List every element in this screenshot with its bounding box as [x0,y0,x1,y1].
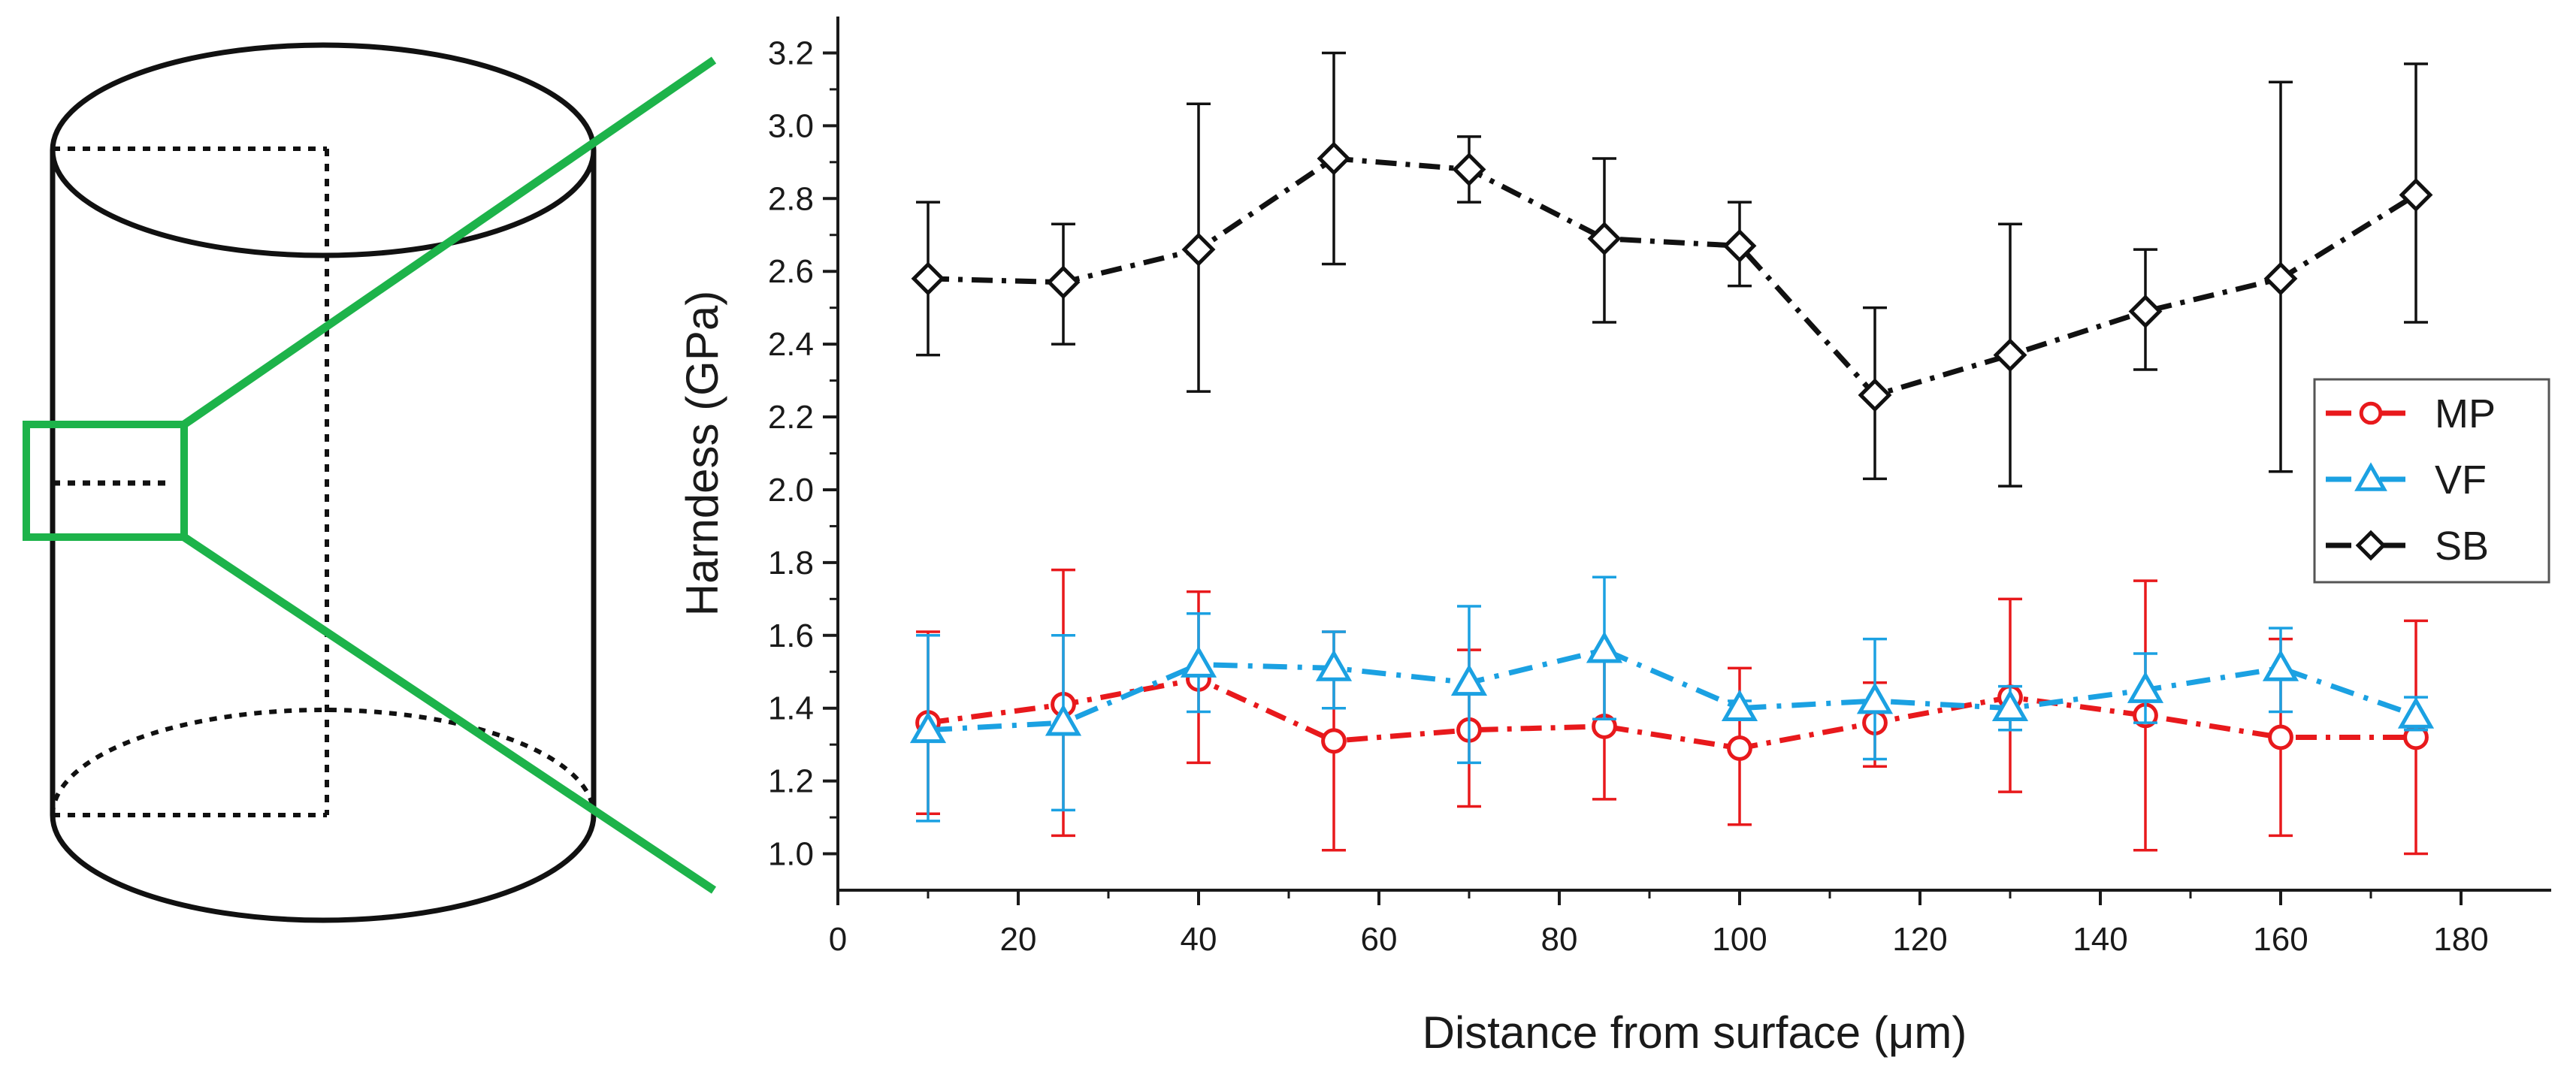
data-point [2268,724,2293,750]
data-point [1991,689,2029,722]
cylinder-illustration [23,42,717,923]
y-axis-title: Harndess (GPa) [677,291,727,616]
data-point [2262,649,2299,681]
y-tick-label: 2.4 [768,326,814,363]
y-tick-label: 3.2 [768,35,814,71]
series-sb [911,51,2433,488]
x-tick-label: 60 [1361,921,1398,958]
x-axis-title: Distance from surface (μm) [1423,1007,1967,1058]
series-line [927,156,2417,398]
series-layer [909,51,2435,856]
legend-swatch-marker [2359,401,2383,425]
plot-area: 0 20 40 60 80 100 120 140 160 180 1.0 1.2 1.4 1.6 1.8 2… [677,17,2551,1058]
series-line [927,647,2417,733]
data-point [1315,649,1353,681]
legend-frame [2313,378,2550,584]
data-point [2263,261,2298,296]
data-point [1046,265,1081,300]
series-line [927,676,2416,751]
cylinder-bottom-front-arc [50,814,597,923]
data-point [2397,696,2435,729]
data-point [1450,663,1488,696]
y-tick-label: 1.6 [768,618,814,654]
zoom-box [23,421,188,541]
data-point [1180,645,1217,678]
x-tick-label: 80 [1541,921,1578,958]
data-point [2127,671,2164,703]
x-tick-label: 40 [1181,921,1217,958]
x-tick-label: 20 [1000,921,1037,958]
y-tick-label: 1.8 [768,545,814,581]
data-point [911,261,945,296]
x-tick-label: 180 [2433,921,2488,958]
data-point [1452,152,1486,186]
legend-item-mp: MP [2326,391,2496,436]
y-tick-label: 2.6 [768,253,814,290]
legend-swatch-marker [2355,530,2387,561]
x-tick-label: 140 [2073,921,2127,958]
zoom-line-bottom [181,533,717,894]
data-point [1721,689,1758,722]
data-point [909,711,947,744]
x-tick-label: 120 [1892,921,1947,958]
data-point [1045,704,1082,736]
data-point [1317,141,1351,176]
series-vf [909,575,2435,823]
legend-swatch-marker [2354,462,2387,491]
legend: MP VF SB [2313,378,2550,584]
legend-label: SB [2435,524,2489,569]
data-point [1321,728,1347,754]
data-point [1858,378,1892,412]
legend-label: VF [2435,457,2487,503]
axes: 0 20 40 60 80 100 120 140 160 180 1.0 1.2 1.4 1.6 1.8 2… [768,17,2551,958]
zoom-line-top [181,56,717,428]
y-tick-label: 1.2 [768,763,814,800]
data-point [1587,222,1622,256]
series-mp [915,568,2429,856]
y-tick-label: 1.4 [768,690,814,727]
y-tick-label: 2.8 [768,180,814,217]
y-tick-label: 3.0 [768,107,814,144]
legend-label: MP [2435,391,2496,436]
data-point [1181,232,1216,267]
y-tick-label: 2.2 [768,399,814,436]
cylinder-bottom-back-arc [50,708,596,816]
data-point [1586,631,1623,663]
y-tick-label: 2.0 [768,472,814,509]
x-tick-label: 100 [1712,921,1767,958]
data-point [1722,228,1757,263]
legend-item-vf: VF [2326,457,2487,503]
x-tick-label: 160 [2253,921,2308,958]
data-point [2128,294,2163,328]
y-tick-label: 1.0 [768,836,814,873]
data-point [1727,735,1752,761]
data-point [2399,178,2433,212]
data-point [1993,338,2027,373]
x-tick-label: 0 [829,921,847,958]
legend-item-sb: SB [2326,524,2489,569]
data-point [1856,682,1894,714]
